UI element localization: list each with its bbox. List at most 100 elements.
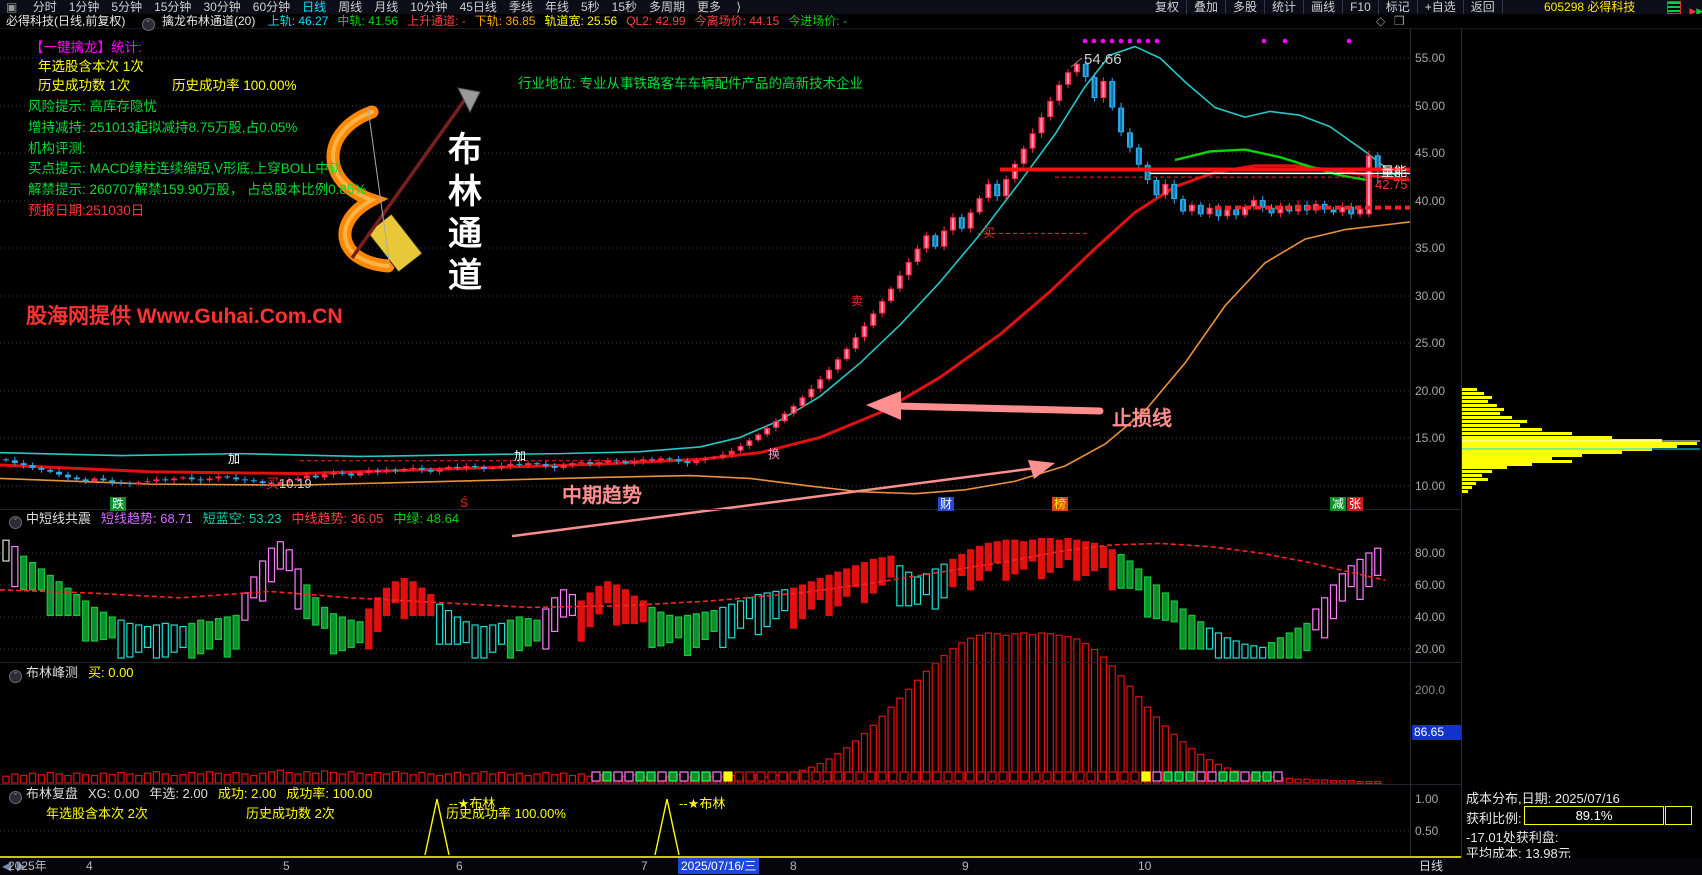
tool-menu: 复权 叠加 多股 统计 画线 F10 标记 +自选 返回 [1148,0,1503,14]
logo-char: 道 [448,257,482,295]
price-axis-label: 35.00 [1415,241,1446,255]
scroll-left-icon[interactable]: ◀ [2,859,12,873]
profit-ratio-box: 89.1% [1524,806,1664,825]
panel3-value-badge: 86.65 [1412,725,1461,740]
indicator-field: 今离场价: 44.15 [694,14,780,28]
collapse-indicator-icon[interactable]: ˇ [141,18,155,31]
tab-period-15分钟[interactable]: 15分钟 [154,0,192,14]
tab-period-45日线[interactable]: 45日线 [459,0,497,14]
panel4-axis-label: 0.50 [1415,824,1439,838]
stats-line: 历史成功数 1次 [38,78,131,93]
tab-period-更多[interactable]: 更多 [697,0,722,14]
menu-复权[interactable]: 复权 [1148,0,1188,14]
tab-period-5秒[interactable]: 5秒 [580,0,600,14]
price-axis-label: 50.00 [1415,99,1446,113]
tab-period-日线[interactable]: 日线 [302,0,327,14]
chart-marker-跌: 跌 [110,497,127,511]
period-axis-label: 日线 [1419,859,1444,873]
chart-marker-财: 财 [938,497,955,511]
menu-画线[interactable]: 画线 [1304,0,1344,14]
time-axis-line [0,856,1461,858]
tab-period-季线[interactable]: 季线 [508,0,533,14]
stats-line: 机构评测: [28,141,86,156]
profit-at-price-line: -17.01处获利盘: [1466,830,1559,845]
date-tick: 4 [86,859,93,873]
stats-line: 风险提示: 高库存隐忧 [28,99,158,114]
panel4-header: ˇ 布林复盘 XG: 0.00 年选: 2.00 成功: 2.00 成功率: 100.00 [5,786,382,804]
panel2-axis-label: 20.00 [1415,642,1446,656]
tab-period-5分钟[interactable]: 5分钟 [111,0,143,14]
date-tick: 7 [641,859,648,873]
chart-marker-张: 张 [1347,497,1364,511]
menu-叠加[interactable]: 叠加 [1187,0,1227,14]
collapse-panel2-icon[interactable]: ˇ [9,516,22,529]
profit-ratio-label: 获利比例: [1466,811,1522,826]
date-tick: 2025/07/16/三 [678,858,760,874]
price-axis-label: 20.00 [1415,384,1446,398]
panel4-stat: 年选股含本次 2次 [46,806,148,821]
tab-period-年线[interactable]: 年线 [544,0,569,14]
stats-line: 解禁提示: 260707解禁159.90万股， 占总股本比例0.85% [28,182,367,197]
layout-icon[interactable]: ▣ [6,0,18,14]
volume-bars-icon[interactable] [1667,1,1681,14]
indicator-field: 中轨: 41.56 [337,14,399,28]
indicator-values: 上轨: 46.27 中轨: 41.56 上升通道: - 下轨: 36.85 轨道宽: 2… [268,14,856,28]
panel2-axis-label: 80.00 [1415,546,1446,560]
price-axis-label: 25.00 [1415,336,1446,350]
indicator-field: 上升通道: - [407,14,466,28]
menu-F10[interactable]: F10 [1343,0,1379,14]
toolbar-icons: ▶▶ ▤ [1662,1,1702,17]
menu-+自选[interactable]: +自选 [1418,0,1464,14]
tab-period-1分钟[interactable]: 1分钟 [68,0,100,14]
indicator-field: 上轨: 46.27 [267,14,329,28]
stock-code-name[interactable]: 605298 必得科技 [1544,0,1636,14]
collapse-panel4-icon[interactable]: ˇ [9,791,22,804]
menu-返回[interactable]: 返回 [1464,0,1503,14]
bolin-signal-label: --★布林 [679,796,726,811]
top-menu-bar: ▣ 分时 1分钟 5分钟 15分钟 30分钟 60分钟 日线 周线 月线 10分钟 45日线 季线 年线… [0,0,1702,17]
scroll-right-icon[interactable]: ▶ [17,859,27,873]
tab-period-周线[interactable]: 周线 [338,0,363,14]
stats-line: 行业地位: 专业从事铁路客车车辆配件产品的高新技术企业 [518,76,864,91]
panel2-header: ˇ 中短线共震 短线趋势: 68.71 短蓝空: 53.23 中线趋势: 36.05 中绿… [5,511,469,529]
price-axis-label: 10.00 [1415,479,1446,493]
panel4-field: 布林复盘 [26,786,79,801]
bolin-signal-label: --★布林 [449,796,496,811]
axis-border [1410,28,1411,858]
panel4-stat: 历史成功率 100.00% [446,806,566,821]
panel2-field: 中线趋势: 36.05 [291,511,384,526]
tab-period-多周期[interactable]: 多周期 [649,0,686,14]
stats-line: 历史成功率 100.00% [172,78,297,93]
window-icon[interactable]: ❒ [1394,14,1405,28]
panel3-field: 买: 0.00 [88,665,134,680]
stats-line: 年选股含本次 1次 [38,59,144,74]
diamond-icon[interactable]: ◇ [1376,14,1386,28]
price-axis-label: 30.00 [1415,289,1446,303]
tab-period-60分钟[interactable]: 60分钟 [252,0,291,14]
menu-统计[interactable]: 统计 [1265,0,1305,14]
buy-sell-arrows-icon[interactable]: ▶▶ [1689,6,1702,16]
date-tick: 6 [456,859,463,873]
chart-marker-榜: 榜 [1052,497,1069,511]
tab-period-月线[interactable]: 月线 [374,0,399,14]
price-axis-label: 55.00 [1415,51,1446,65]
period-menu: 分时 1分钟 5分钟 15分钟 30分钟 60分钟 日线 周线 月线 10分钟 45日线 季线 年线 5秒… [27,0,727,14]
avg-cost-line: 平均成本: 13.98元 [1466,846,1571,861]
buy-price-callout: 买10.19 [266,473,312,492]
indicator-name[interactable]: 擒龙布林通道(20) [162,14,256,28]
menu-多股[interactable]: 多股 [1226,0,1266,14]
chart-marker-加: 加 [228,452,241,466]
tab-period-分时[interactable]: 分时 [32,0,57,14]
tab-period-10分钟[interactable]: 10分钟 [410,0,448,14]
tab-period-30分钟[interactable]: 30分钟 [203,0,241,14]
menu-arrow-icon[interactable]: ⟩ [736,0,742,14]
logo-char: 林 [448,173,482,211]
panel2-axis-label: 40.00 [1415,610,1446,624]
panel2-field: 短蓝空: 53.23 [202,511,282,526]
stock-period-label: 必得科技(日线,前复权) [6,14,126,28]
tab-period-15秒[interactable]: 15秒 [611,0,637,14]
panel3-header: ˇ 布林峰测 买: 0.00 [5,665,144,683]
collapse-panel3-icon[interactable]: ˇ [9,670,22,683]
menu-标记[interactable]: 标记 [1379,0,1418,14]
